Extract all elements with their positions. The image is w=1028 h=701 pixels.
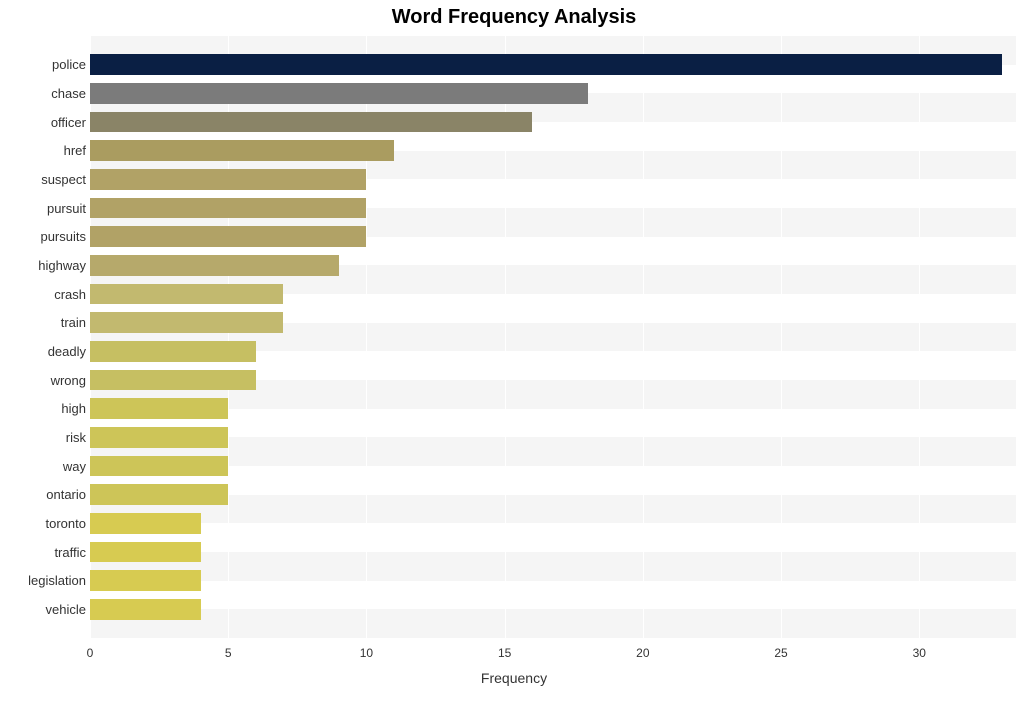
- y-tick-label: wrong: [51, 373, 86, 388]
- y-tick-label: pursuit: [47, 201, 86, 216]
- y-tick-label: train: [61, 315, 86, 330]
- x-tick-label: 15: [498, 646, 511, 660]
- bar-vehicle: [90, 599, 201, 620]
- y-tick-label: officer: [51, 115, 86, 130]
- bar-police: [90, 54, 1002, 75]
- bar-pursuits: [90, 226, 366, 247]
- word-frequency-chart: Word Frequency Analysis Frequency police…: [0, 0, 1028, 701]
- x-axis-title: Frequency: [0, 670, 1028, 686]
- x-tick-label: 0: [87, 646, 94, 660]
- bar-train: [90, 312, 283, 333]
- y-tick-label: chase: [51, 86, 86, 101]
- bar-wrong: [90, 370, 256, 391]
- y-tick-label: pursuits: [40, 229, 86, 244]
- x-tick-label: 25: [774, 646, 787, 660]
- y-tick-label: traffic: [54, 545, 86, 560]
- bar-legislation: [90, 570, 201, 591]
- bar-crash: [90, 284, 283, 305]
- chart-title: Word Frequency Analysis: [0, 6, 1028, 29]
- y-tick-label: toronto: [46, 516, 86, 531]
- y-tick-label: highway: [38, 258, 86, 273]
- bar-traffic: [90, 542, 201, 563]
- x-tick-label: 20: [636, 646, 649, 660]
- bar-ontario: [90, 484, 228, 505]
- bar-toronto: [90, 513, 201, 534]
- x-tick-label: 10: [360, 646, 373, 660]
- bar-way: [90, 456, 228, 477]
- x-tick-label: 5: [225, 646, 232, 660]
- y-tick-label: vehicle: [46, 602, 86, 617]
- y-tick-label: ontario: [46, 487, 86, 502]
- bar-pursuit: [90, 198, 366, 219]
- y-tick-label: suspect: [41, 172, 86, 187]
- y-tick-label: way: [63, 459, 86, 474]
- y-tick-label: risk: [66, 430, 86, 445]
- bar-highway: [90, 255, 339, 276]
- x-tick-label: 30: [913, 646, 926, 660]
- bar-risk: [90, 427, 228, 448]
- y-tick-label: police: [52, 57, 86, 72]
- bar-suspect: [90, 169, 366, 190]
- y-tick-label: legislation: [28, 573, 86, 588]
- bar-href: [90, 140, 394, 161]
- bar-deadly: [90, 341, 256, 362]
- y-tick-label: deadly: [48, 344, 86, 359]
- x-gridline: [919, 36, 920, 638]
- y-tick-label: high: [61, 401, 86, 416]
- plot-area: [90, 36, 1016, 638]
- y-tick-label: href: [64, 143, 86, 158]
- x-gridline: [781, 36, 782, 638]
- bar-chase: [90, 83, 588, 104]
- bar-officer: [90, 112, 532, 133]
- bar-high: [90, 398, 228, 419]
- y-tick-label: crash: [54, 287, 86, 302]
- x-gridline: [643, 36, 644, 638]
